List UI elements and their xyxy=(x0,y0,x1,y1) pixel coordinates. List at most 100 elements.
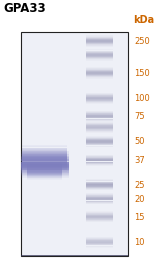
Bar xyxy=(86,237,113,238)
Bar xyxy=(21,174,69,175)
Bar xyxy=(86,69,113,70)
Bar xyxy=(86,43,113,44)
Bar xyxy=(21,155,69,156)
Bar xyxy=(86,120,113,121)
Bar xyxy=(21,32,128,256)
Bar xyxy=(86,142,113,143)
Bar xyxy=(86,204,113,205)
Bar xyxy=(86,56,113,57)
Bar xyxy=(86,156,113,157)
Bar xyxy=(86,216,113,217)
Bar xyxy=(22,161,67,162)
Bar xyxy=(86,101,113,102)
Bar xyxy=(21,172,69,173)
Bar xyxy=(86,116,113,117)
Bar xyxy=(86,243,113,244)
Bar xyxy=(86,95,113,96)
Bar xyxy=(86,42,113,43)
Bar xyxy=(21,177,69,178)
Bar xyxy=(22,148,67,149)
Bar xyxy=(22,149,67,150)
Text: 15: 15 xyxy=(134,213,145,222)
Bar xyxy=(21,159,69,160)
Bar xyxy=(21,169,69,170)
Bar xyxy=(86,119,113,120)
Bar xyxy=(86,199,113,200)
Bar xyxy=(27,176,62,177)
Text: 150: 150 xyxy=(134,69,150,78)
Text: 37: 37 xyxy=(134,156,145,165)
Text: 10: 10 xyxy=(134,238,145,247)
Bar xyxy=(86,180,113,181)
Bar xyxy=(86,155,113,156)
Bar xyxy=(86,183,113,184)
Bar xyxy=(86,122,113,123)
Bar xyxy=(86,72,113,73)
Bar xyxy=(86,39,113,40)
Bar xyxy=(21,159,69,160)
Bar xyxy=(86,195,113,196)
Bar xyxy=(86,184,113,185)
Bar xyxy=(86,242,113,243)
Bar xyxy=(21,156,69,157)
Bar xyxy=(86,213,113,214)
Bar xyxy=(21,157,69,158)
Bar xyxy=(86,96,113,97)
Bar xyxy=(86,93,113,94)
Bar xyxy=(86,128,113,129)
Bar xyxy=(21,176,69,177)
Bar xyxy=(86,71,113,72)
Bar xyxy=(86,246,113,247)
Bar xyxy=(22,171,67,172)
Bar xyxy=(21,165,69,166)
Bar xyxy=(86,239,113,240)
Bar xyxy=(86,121,113,122)
Bar xyxy=(86,45,113,46)
Bar xyxy=(22,146,67,147)
Bar xyxy=(86,111,113,112)
Bar xyxy=(86,123,113,124)
Text: 25: 25 xyxy=(134,181,145,190)
Bar xyxy=(27,164,62,165)
Bar xyxy=(21,167,69,168)
Bar xyxy=(22,153,67,154)
Bar xyxy=(86,144,113,145)
Bar xyxy=(86,124,113,125)
Bar xyxy=(21,171,69,172)
Bar xyxy=(21,170,69,171)
Bar xyxy=(86,193,113,194)
Bar xyxy=(27,171,62,172)
Bar xyxy=(86,67,113,68)
Bar xyxy=(86,118,113,119)
Bar xyxy=(86,160,113,161)
Bar xyxy=(21,166,69,167)
Bar xyxy=(86,41,113,42)
Bar xyxy=(21,165,69,166)
Bar xyxy=(86,181,113,182)
Bar xyxy=(86,46,113,47)
Bar xyxy=(86,37,113,38)
Bar xyxy=(86,140,113,141)
Bar xyxy=(86,188,113,189)
Bar xyxy=(21,160,69,161)
Bar xyxy=(86,51,113,52)
Text: 50: 50 xyxy=(134,137,145,146)
Bar xyxy=(27,173,62,174)
Bar xyxy=(21,163,69,164)
Bar xyxy=(86,220,113,221)
Bar xyxy=(86,58,113,59)
Bar xyxy=(27,179,62,180)
Bar xyxy=(86,196,113,197)
Bar xyxy=(86,36,113,37)
Bar xyxy=(86,50,113,51)
Bar xyxy=(22,155,67,156)
Bar xyxy=(21,172,69,173)
Bar xyxy=(21,161,69,162)
Bar xyxy=(86,198,113,199)
Bar xyxy=(86,189,113,190)
Bar xyxy=(21,163,69,164)
Bar xyxy=(21,255,128,256)
Bar xyxy=(21,156,69,157)
Bar xyxy=(86,221,113,222)
Bar xyxy=(86,136,113,137)
